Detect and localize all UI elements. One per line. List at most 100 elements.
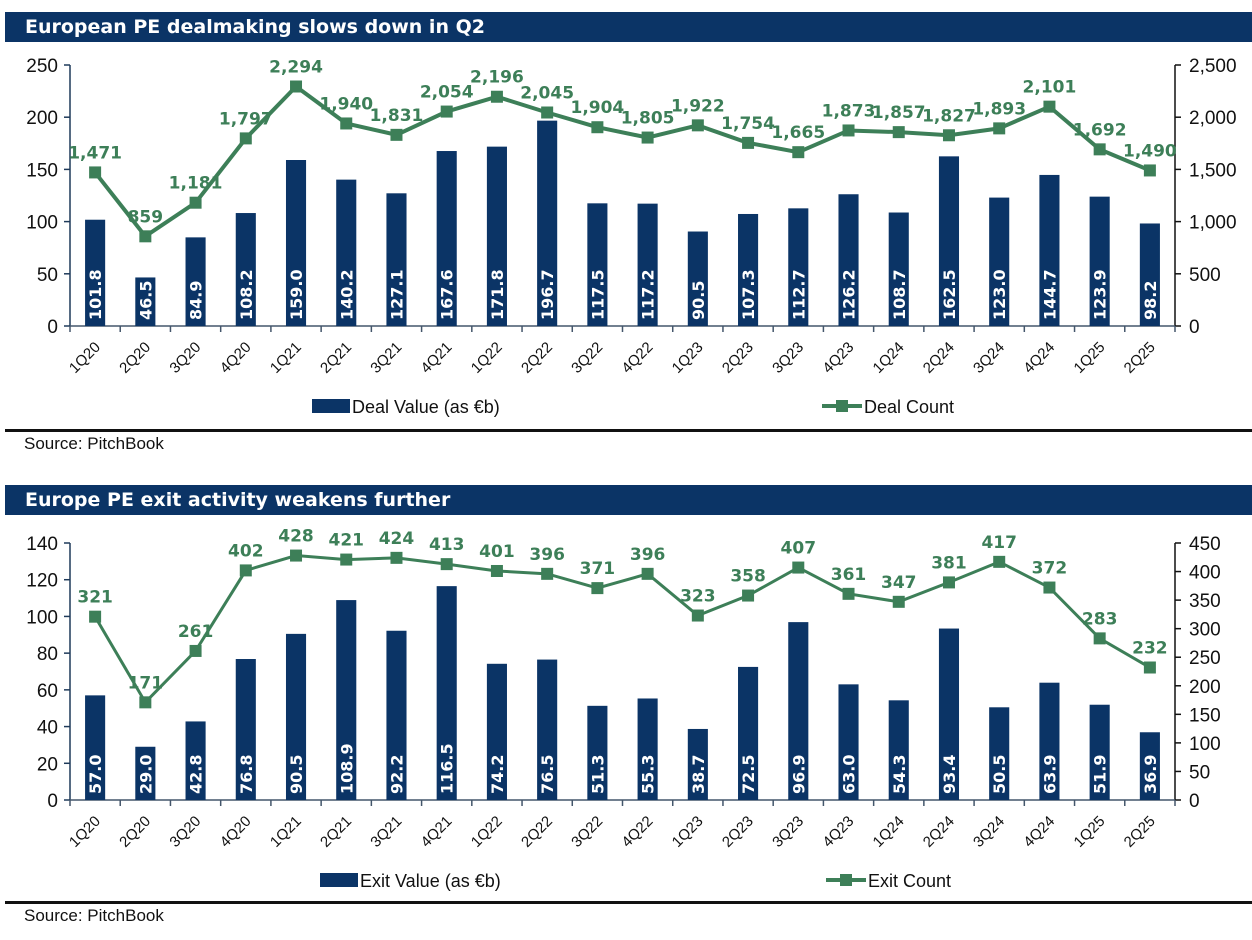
bar xyxy=(587,705,608,800)
bar xyxy=(135,277,156,326)
bar xyxy=(436,151,457,326)
bar xyxy=(938,628,960,800)
bar xyxy=(888,212,909,326)
line-data-label: 1,904 xyxy=(570,98,624,118)
bar-data-label: 117.5 xyxy=(588,269,607,320)
line-marker xyxy=(541,106,554,119)
bar xyxy=(235,659,256,800)
right-y-tick-label: 300 xyxy=(1189,620,1221,641)
right-y-tick-label: 2,000 xyxy=(1189,108,1237,129)
x-tick-label: 1Q23 xyxy=(669,813,707,851)
left-y-tick-label: 120 xyxy=(26,571,58,592)
line-data-label: 1,940 xyxy=(319,94,373,114)
bar-data-label: 127.1 xyxy=(387,269,406,320)
bar-data-label: 108.2 xyxy=(237,269,256,320)
line-marker xyxy=(89,610,102,623)
line-data-label: 1,471 xyxy=(68,143,122,163)
x-tick-label: 2Q20 xyxy=(116,813,154,851)
bar-data-label: 92.2 xyxy=(387,755,406,794)
bar xyxy=(85,219,106,326)
line-data-label: 323 xyxy=(680,587,716,607)
bar-data-label: 51.9 xyxy=(1091,755,1110,794)
chart1-deal-activity: 0 50 100 150 200 250 0 500 1,000 1,500 2,000 2,500 1… xyxy=(26,56,1237,417)
left-y-tick-label: 250 xyxy=(26,56,58,77)
line-marker xyxy=(742,136,755,149)
x-tick-label: 4Q20 xyxy=(217,813,255,851)
line-marker xyxy=(490,90,503,103)
bar xyxy=(738,666,759,800)
line-marker xyxy=(239,564,252,577)
left-y-tick-label: 50 xyxy=(37,265,58,286)
line-marker xyxy=(1043,100,1056,113)
line-data-label: 417 xyxy=(981,533,1017,553)
bar-data-label: 98.2 xyxy=(1141,281,1160,320)
x-tick-label: 1Q25 xyxy=(1071,813,1109,851)
chart1-source: Source: PitchBook xyxy=(24,434,164,453)
line-marker xyxy=(290,80,303,93)
left-y-tick-label: 0 xyxy=(47,317,58,338)
bar-data-label: 123.0 xyxy=(990,269,1009,320)
right-y-tick-label: 0 xyxy=(1189,791,1200,812)
line-data-label: 1,893 xyxy=(972,99,1026,119)
line-data-label: 1,805 xyxy=(621,109,675,129)
line-data-label: 381 xyxy=(931,553,967,573)
line-data-label: 1,692 xyxy=(1073,120,1127,140)
line-data-label: 347 xyxy=(881,573,917,593)
line-data-label: 283 xyxy=(1082,609,1118,629)
bar xyxy=(85,695,106,800)
line-data-label: 2,045 xyxy=(520,84,574,104)
line-data-label: 1,827 xyxy=(922,106,976,126)
line-data-label: 1,873 xyxy=(822,101,876,121)
x-tick-label: 3Q22 xyxy=(568,813,606,851)
line-marker xyxy=(541,567,554,580)
bar xyxy=(1139,732,1160,800)
bar-data-label: 51.3 xyxy=(588,755,607,794)
x-tick-label: 2Q25 xyxy=(1121,813,1159,851)
right-y-tick-label: 200 xyxy=(1189,677,1221,698)
line-marker xyxy=(942,129,955,142)
bar xyxy=(336,179,357,326)
left-y-tick-label: 0 xyxy=(47,791,58,812)
left-y-tick-label: 140 xyxy=(26,534,58,555)
x-tick-label: 3Q24 xyxy=(970,813,1008,851)
line-marker xyxy=(340,117,353,130)
x-tick-label: 3Q23 xyxy=(769,813,807,851)
line-data-label: 1,181 xyxy=(169,174,223,194)
line-data-label: 232 xyxy=(1132,639,1168,659)
line-data-label: 371 xyxy=(580,559,616,579)
line-marker xyxy=(742,589,755,602)
bar xyxy=(285,160,307,326)
bar xyxy=(336,600,357,800)
right-y-tick-label: 400 xyxy=(1189,563,1221,584)
bar xyxy=(687,231,708,326)
line-data-label: 396 xyxy=(630,545,666,565)
line-marker xyxy=(792,146,805,159)
line-data-label: 2,101 xyxy=(1023,78,1077,98)
line-data-label: 859 xyxy=(128,207,164,227)
bar xyxy=(1089,196,1110,326)
bar-data-label: 36.9 xyxy=(1141,755,1160,794)
bar xyxy=(185,237,206,326)
legend-bar-swatch xyxy=(320,873,358,887)
right-y-tick-label: 150 xyxy=(1189,705,1221,726)
line-data-label: 358 xyxy=(730,567,766,587)
x-tick-label: 4Q24 xyxy=(1020,813,1058,851)
legend-line-marker xyxy=(836,400,848,412)
bar xyxy=(185,721,206,800)
x-tick-label: 2Q23 xyxy=(719,813,757,851)
bar-data-label: 90.5 xyxy=(287,755,306,794)
left-y-tick-label: 100 xyxy=(26,213,58,234)
line-data-label: 372 xyxy=(1032,559,1068,579)
bar xyxy=(989,707,1010,800)
right-y-tick-label: 1,500 xyxy=(1189,160,1237,181)
line-marker xyxy=(340,553,353,566)
bar-data-label: 63.0 xyxy=(840,755,859,794)
line-marker xyxy=(892,595,905,608)
line-data-label: 401 xyxy=(479,542,515,562)
bar-data-label: 108.9 xyxy=(337,743,356,794)
x-tick-label: 1Q22 xyxy=(468,813,506,851)
bar-data-label: 167.6 xyxy=(438,269,457,320)
chart2-title: Europe PE exit activity weakens further xyxy=(5,485,1252,515)
bar-data-label: 116.5 xyxy=(438,743,457,794)
bar-data-label: 126.2 xyxy=(840,269,859,320)
